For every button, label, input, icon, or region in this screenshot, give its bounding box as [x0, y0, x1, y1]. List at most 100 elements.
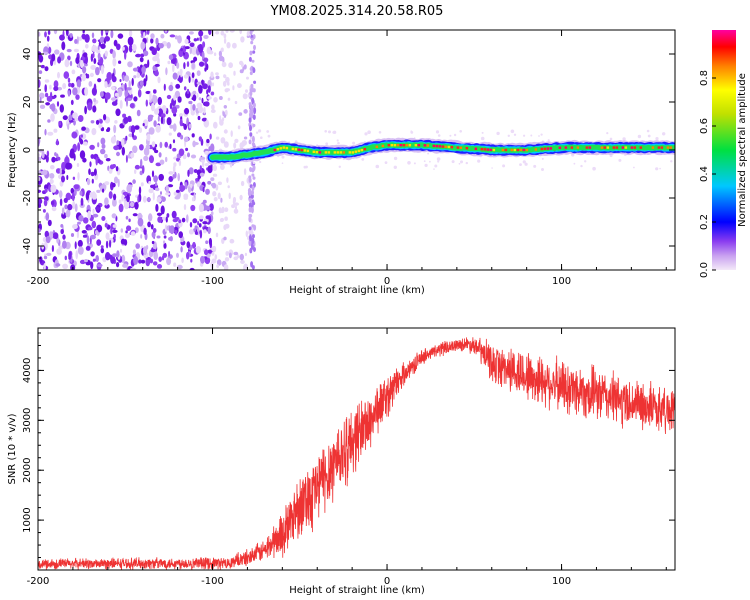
- noise-blob: [240, 260, 245, 264]
- noise-speck: [436, 157, 441, 161]
- noise-blob: [239, 30, 242, 35]
- noise-speck: [522, 160, 526, 164]
- noise-blob: [249, 71, 253, 76]
- noise-blob: [166, 42, 171, 49]
- noise-blob: [222, 117, 225, 122]
- noise-blob: [60, 94, 65, 98]
- noise-speck: [252, 161, 256, 165]
- snr-ytick-label: 2000: [22, 457, 33, 482]
- noise-blob: [84, 87, 89, 96]
- noise-blob: [253, 80, 257, 85]
- noise-blob: [49, 84, 52, 90]
- noise-blob: [249, 124, 252, 132]
- noise-blob: [159, 159, 165, 165]
- noise-blob: [160, 191, 162, 195]
- noise-blob: [222, 80, 227, 87]
- noise-blob: [168, 176, 174, 182]
- noise-blob: [103, 114, 107, 121]
- noise-blob: [183, 185, 185, 191]
- noise-blob: [116, 250, 120, 258]
- noise-blob: [172, 147, 177, 152]
- noise-blob: [120, 238, 126, 245]
- noise-blob: [58, 120, 62, 126]
- noise-blob: [112, 198, 117, 207]
- noise-blob: [173, 162, 177, 167]
- noise-blob: [164, 224, 168, 232]
- noise-blob: [91, 45, 98, 52]
- noise-blob: [169, 236, 173, 242]
- noise-blob: [131, 132, 134, 138]
- spec-ytick-label: 0: [22, 147, 33, 153]
- noise-blob: [239, 60, 244, 66]
- snr-xtick-label: 0: [384, 576, 390, 587]
- noise-blob: [90, 154, 95, 159]
- noise-blob: [38, 79, 41, 88]
- noise-blob: [140, 182, 144, 187]
- noise-blob: [61, 207, 65, 215]
- noise-blob: [41, 150, 45, 159]
- noise-blob: [148, 181, 152, 185]
- noise-blob: [196, 92, 199, 98]
- noise-speck: [513, 133, 517, 136]
- noise-blob: [239, 253, 244, 261]
- noise-blob: [220, 30, 225, 36]
- noise-blob: [248, 197, 252, 203]
- noise-speck: [541, 168, 544, 171]
- noise-blob: [152, 261, 158, 266]
- snr-xtick-label: -100: [201, 576, 224, 587]
- noise-blob: [233, 256, 239, 261]
- noise-blob: [197, 220, 200, 226]
- noise-blob: [179, 184, 185, 192]
- noise-blob: [142, 123, 145, 127]
- noise-blob: [104, 50, 109, 57]
- noise-blob: [215, 232, 219, 238]
- noise-blob: [139, 170, 143, 176]
- noise-blob: [157, 115, 160, 122]
- noise-blob: [166, 257, 172, 266]
- noise-blob: [73, 184, 80, 190]
- noise-blob: [116, 151, 120, 157]
- noise-blob: [177, 173, 180, 182]
- noise-blob: [102, 188, 105, 193]
- noise-blob: [90, 120, 95, 124]
- noise-blob: [177, 35, 182, 44]
- noise-blob: [93, 98, 96, 103]
- noise-blob: [187, 152, 190, 158]
- noise-blob: [183, 193, 189, 199]
- noise-blob: [227, 185, 230, 189]
- noise-blob: [230, 130, 233, 138]
- noise-speck: [519, 163, 522, 167]
- noise-blob: [74, 39, 78, 44]
- noise-blob: [151, 170, 155, 178]
- noise-blob: [69, 60, 73, 67]
- noise-blob: [204, 163, 209, 167]
- noise-blob: [178, 231, 183, 239]
- noise-blob: [126, 225, 132, 231]
- noise-blob: [172, 139, 176, 144]
- noise-blob: [73, 119, 76, 126]
- noise-blob: [140, 158, 143, 168]
- noise-blob: [228, 252, 232, 259]
- noise-blob: [43, 263, 46, 270]
- spec-ytick-label: -40: [22, 238, 33, 254]
- noise-blob: [155, 203, 159, 212]
- noise-blob: [250, 243, 254, 250]
- noise-speck: [547, 139, 550, 142]
- spec-ytick-label: -20: [22, 190, 33, 206]
- noise-blob: [188, 100, 193, 105]
- noise-blob: [168, 132, 172, 136]
- noise-blob: [243, 64, 247, 70]
- noise-blob: [164, 30, 168, 33]
- noise-blob: [215, 72, 219, 76]
- noise-blob: [87, 102, 93, 111]
- noise-blob: [92, 208, 95, 215]
- noise-blob: [169, 143, 172, 149]
- noise-blob: [88, 81, 93, 87]
- noise-blob: [163, 240, 166, 244]
- noise-speck: [378, 131, 382, 134]
- noise-blob: [150, 184, 155, 189]
- noise-blob: [72, 201, 76, 210]
- noise-blob: [104, 30, 109, 33]
- noise-blob: [64, 204, 68, 210]
- noise-blob: [112, 50, 116, 59]
